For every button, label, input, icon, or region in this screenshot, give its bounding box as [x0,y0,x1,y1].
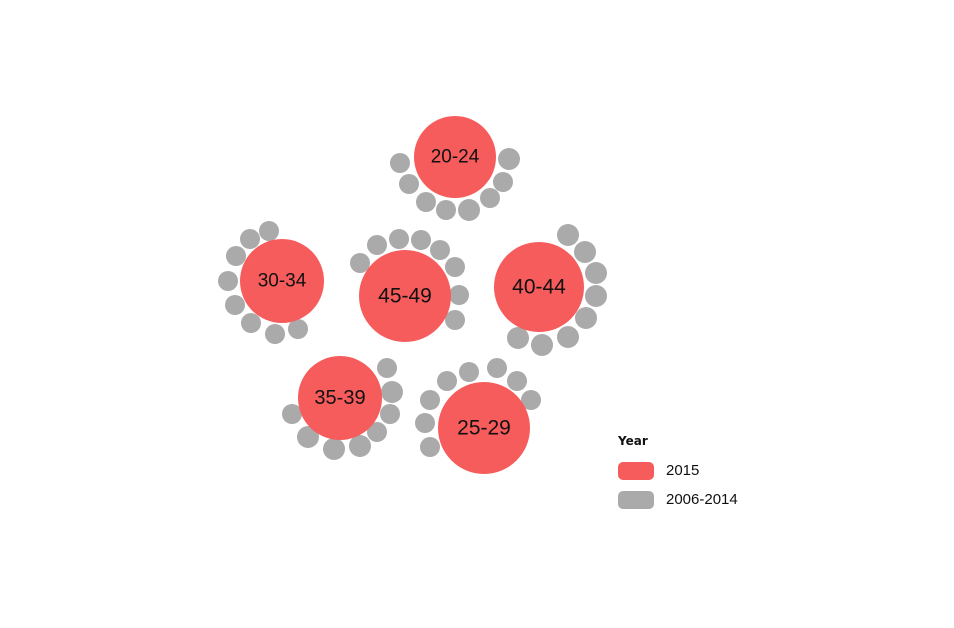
current-bubble [240,239,324,323]
past-bubble [557,224,579,246]
past-bubble [437,371,457,391]
cluster-label: 30-34 [258,271,307,292]
past-bubble [381,381,403,403]
past-bubble [585,262,607,284]
past-bubble [420,390,440,410]
cluster-30-34: 30-34 [218,221,324,344]
past-bubble [350,253,370,273]
past-bubble [282,404,302,424]
cluster-label: 20-24 [431,147,480,168]
past-bubble [487,358,507,378]
past-bubble [430,240,450,260]
current-bubble [298,356,382,440]
cluster-label: 25-29 [457,417,511,440]
past-bubble [507,327,529,349]
past-bubble [411,230,431,250]
legend-label-2015: 2015 [666,462,700,479]
past-bubble [585,285,607,307]
past-bubble [557,326,579,348]
cluster-label: 35-39 [314,387,365,409]
past-bubble [445,310,465,330]
past-bubble [436,200,456,220]
past-bubble [288,319,308,339]
past-bubble [367,422,387,442]
past-bubble [415,413,435,433]
past-bubble [416,192,436,212]
cluster-35-39: 35-39 [282,356,403,460]
past-bubble [380,404,400,424]
past-bubble [459,362,479,382]
legend-item-2006-2014: 2006-2014 [618,485,738,514]
current-bubble [494,242,584,332]
past-bubble [480,188,500,208]
legend-swatch-2006-2014 [618,490,654,509]
past-bubble [399,174,419,194]
past-bubble [225,295,245,315]
past-bubble [574,241,596,263]
past-bubble [259,221,279,241]
past-bubble [445,257,465,277]
cluster-label: 40-44 [512,276,566,299]
past-bubble [265,324,285,344]
past-bubble [241,313,261,333]
current-bubble [414,116,496,198]
cluster-25-29: 25-29 [415,358,541,474]
past-bubble [575,307,597,329]
past-bubble [323,438,345,460]
past-bubble [377,358,397,378]
cluster-20-24: 20-24 [390,116,520,221]
past-bubble [420,437,440,457]
current-bubble [438,382,530,474]
current-bubble [359,250,451,342]
past-bubble [367,235,387,255]
cluster-label: 45-49 [378,285,432,308]
past-bubble [493,172,513,192]
cluster-40-44: 40-44 [494,224,607,356]
legend-label-2006-2014: 2006-2014 [666,491,738,508]
past-bubble [240,229,260,249]
past-bubble [449,285,469,305]
past-bubble [521,390,541,410]
past-bubble [531,334,553,356]
legend-item-2015: 2015 [618,456,738,485]
cluster-45-49: 45-49 [350,229,469,342]
past-bubble [458,199,480,221]
past-bubble [297,426,319,448]
legend-swatch-2015 [618,461,654,480]
past-bubble [507,371,527,391]
legend-title: Year [618,434,648,448]
past-bubble [498,148,520,170]
past-bubble [226,246,246,266]
past-bubble [389,229,409,249]
past-bubble [349,435,371,457]
legend: Year 2015 2006-2014 [618,434,738,514]
past-bubble [390,153,410,173]
past-bubble [218,271,238,291]
